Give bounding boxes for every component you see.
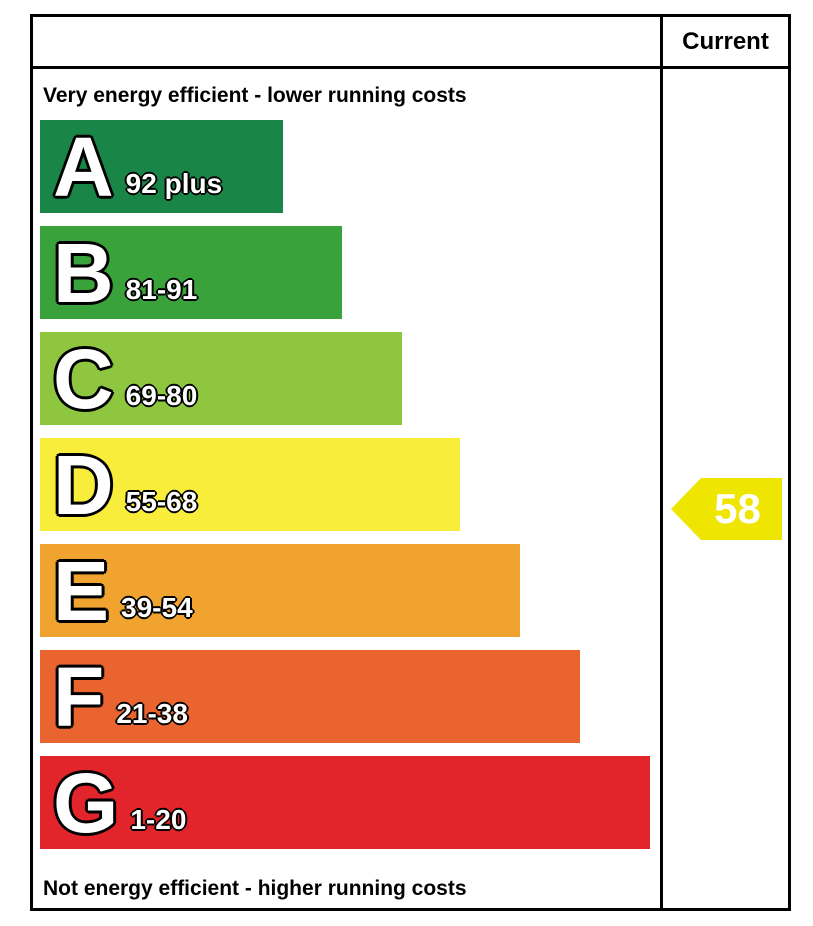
band-d: D 55-68: [40, 438, 460, 531]
band-b-range: 81-91: [125, 273, 198, 305]
current-rating-arrow: 58: [671, 478, 782, 540]
bottom-efficiency-label: Not energy efficient - higher running co…: [43, 877, 467, 900]
band-c-letter: C: [53, 331, 114, 426]
band-f: F 21-38: [40, 650, 580, 743]
header-empty-cell: [33, 17, 660, 66]
band-g-range: 1-20: [130, 803, 187, 835]
band-d-range: 55-68: [125, 485, 198, 517]
band-c-range: 69-80: [125, 379, 198, 411]
band-e-range: 39-54: [121, 591, 193, 623]
band-f-letter: F: [53, 649, 105, 744]
band-g: G 1-20: [40, 756, 650, 849]
band-e-letter: E: [53, 543, 110, 638]
current-column-header: Current: [660, 17, 788, 66]
band-b-letter: B: [53, 225, 114, 320]
band-d-letter: D: [53, 437, 114, 532]
band-f-range: 21-38: [116, 697, 188, 729]
top-efficiency-label: Very energy efficient - lower running co…: [43, 84, 467, 107]
header-row: Current: [33, 17, 788, 69]
band-c: C 69-80: [40, 332, 402, 425]
band-a: A 92 plus: [40, 120, 283, 213]
band-b: B 81-91: [40, 226, 342, 319]
body-row: Very energy efficient - lower running co…: [33, 69, 788, 908]
band-g-letter: G: [53, 755, 119, 850]
current-rating-value: 58: [714, 485, 761, 532]
current-column: 58: [660, 69, 788, 908]
epc-table: Current Very energy efficient - lower ru…: [30, 14, 791, 911]
band-a-letter: A: [53, 119, 114, 214]
bands-column: Very energy efficient - lower running co…: [33, 69, 660, 908]
band-e: E 39-54: [40, 544, 520, 637]
band-a-range: 92 plus: [125, 167, 223, 199]
